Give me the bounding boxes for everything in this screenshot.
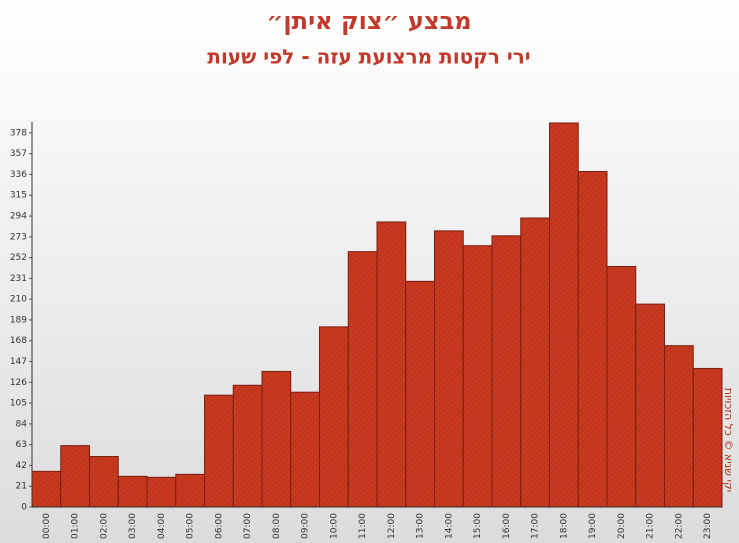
y-tick-label: 336 [10, 170, 27, 180]
x-tick-label: 07:00 [243, 513, 253, 539]
x-tick-label: 06:00 [214, 513, 224, 539]
y-tick-label: 378 [10, 128, 27, 138]
y-tick-label: 0 [21, 503, 27, 513]
bar [376, 221, 407, 508]
x-tick-label: 03:00 [128, 513, 138, 539]
bar [462, 245, 493, 508]
bar [577, 170, 608, 508]
y-tick-label: 315 [10, 191, 27, 201]
x-tick-label: 19:00 [588, 513, 598, 539]
bar [31, 470, 62, 508]
x-tick-label: 14:00 [444, 513, 454, 539]
bar [232, 384, 263, 508]
y-tick-label: 189 [10, 315, 27, 325]
y-tick-label: 294 [10, 212, 27, 222]
y-tick-label: 147 [10, 357, 27, 367]
x-tick-label: 10:00 [329, 513, 339, 539]
x-tick-label: 01:00 [71, 513, 81, 539]
bar [261, 370, 292, 508]
y-tick-label: 168 [10, 336, 27, 346]
bar [290, 391, 320, 508]
x-tick-label: 12:00 [387, 513, 397, 539]
bar [89, 456, 119, 508]
y-tick-label: 105 [10, 399, 27, 409]
x-tick-label: 18:00 [559, 513, 569, 539]
x-tick-label: 23:00 [703, 513, 713, 539]
y-tick-label: 126 [10, 378, 27, 388]
y-tick-label: 252 [10, 253, 27, 263]
bar [635, 303, 665, 508]
x-tick-label: 20:00 [617, 513, 627, 539]
bar [319, 326, 349, 508]
bar [146, 476, 177, 508]
bar [664, 345, 694, 508]
x-tick-label: 02:00 [99, 513, 109, 539]
bar [117, 475, 148, 508]
bar [520, 217, 550, 508]
y-tick-label: 231 [10, 274, 27, 284]
chart-subtitle: ירי רקטות מרצועת עזה - לפי שעות [207, 45, 530, 69]
bar [405, 280, 435, 508]
x-tick-label: 05:00 [186, 513, 196, 539]
x-tick-label: 04:00 [157, 513, 167, 539]
y-tick-label: 21 [16, 482, 27, 492]
x-tick-label: 00:00 [42, 513, 52, 539]
y-tick-label: 357 [10, 149, 27, 159]
credit: יקי שגיא © כל הזכויות [722, 388, 735, 492]
x-tick-label: 16:00 [502, 513, 512, 539]
bar [692, 367, 723, 508]
bar [606, 265, 637, 508]
x-tick-label: 17:00 [531, 513, 541, 539]
x-tick-label: 09:00 [301, 513, 311, 539]
y-tick-label: 63 [16, 440, 27, 450]
y-tick-label: 273 [10, 232, 27, 242]
chart-title: מבצע ״צוק איתן״ [266, 7, 471, 35]
x-tick-label: 11:00 [358, 513, 368, 539]
bar [347, 251, 378, 508]
x-tick-label: 22:00 [674, 513, 684, 539]
bar [204, 394, 234, 508]
bar [434, 230, 464, 508]
bar [175, 473, 205, 508]
x-tick-label: 13:00 [416, 513, 426, 539]
x-tick-label: 08:00 [272, 513, 282, 539]
bar [491, 235, 522, 508]
y-tick-label: 210 [10, 295, 27, 305]
x-tick-label: 15:00 [473, 513, 483, 539]
bar [60, 445, 90, 508]
x-tick-label: 21:00 [646, 513, 656, 539]
y-tick-label: 84 [16, 419, 28, 429]
y-tick-label: 42 [16, 461, 27, 471]
bar [549, 122, 579, 508]
